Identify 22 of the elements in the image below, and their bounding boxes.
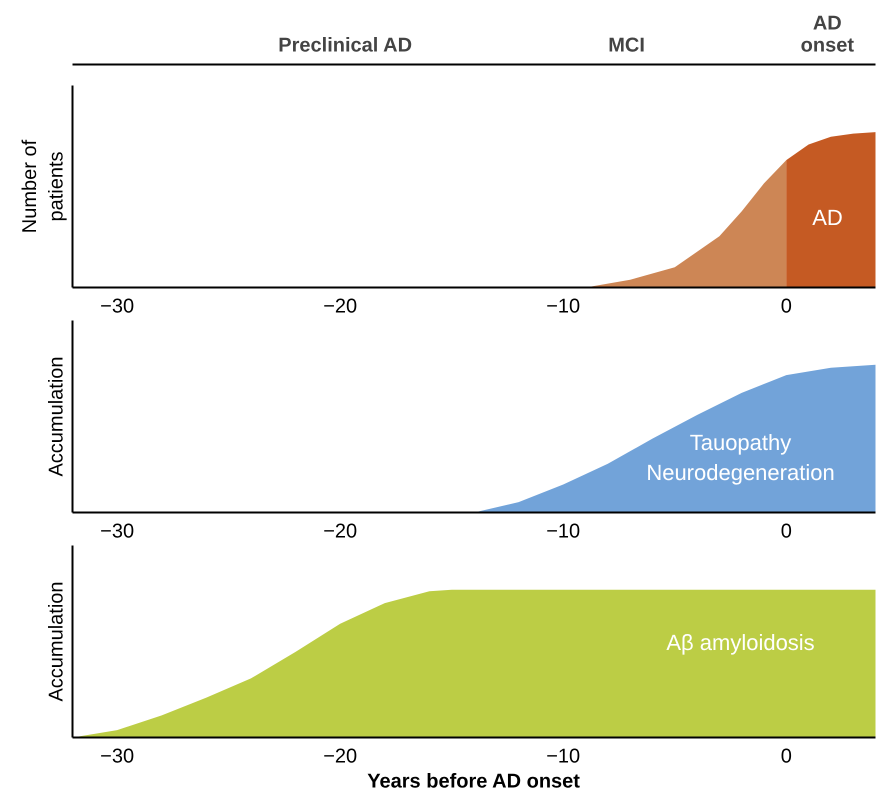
x-tick-label: −30 [100, 296, 134, 318]
annotation: AD [812, 205, 843, 230]
y-axis-title: Accumulation [46, 356, 68, 477]
x-tick-label: −10 [546, 746, 580, 768]
annotation: Aβ amyloidosis [666, 630, 815, 655]
x-tick-label: −20 [323, 520, 358, 542]
y-axis-title: Accumulation [46, 581, 68, 702]
text: Preclinical AD [278, 34, 412, 56]
x-tick-label: −10 [546, 520, 580, 542]
x-tick-label: 0 [780, 746, 792, 768]
x-tick-label: −30 [100, 520, 134, 542]
annotation: Tauopathy Neurodegeneration [646, 430, 835, 485]
x-tick-label: 0 [780, 520, 792, 542]
x-tick-label: −10 [546, 296, 580, 318]
x-axis-title: Years before AD onset [367, 770, 580, 792]
x-tick-label: 0 [780, 296, 792, 318]
y-axis-title: Number of patients [19, 139, 68, 234]
x-tick-label: −20 [323, 746, 358, 768]
text: AD onset [800, 12, 854, 56]
text: MCI [608, 34, 645, 56]
x-tick-label: −20 [323, 296, 358, 318]
x-tick-label: −30 [100, 746, 134, 768]
